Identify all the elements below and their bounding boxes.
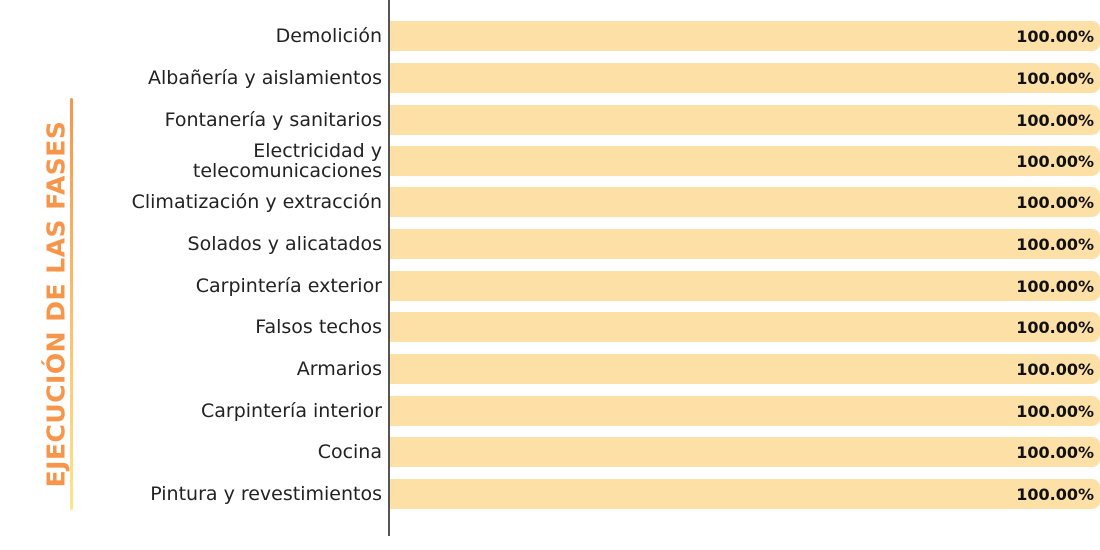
bar: 100.00% <box>390 187 1100 217</box>
chart-side-title-underline <box>70 98 73 510</box>
bar-value-label: 100.00% <box>1016 152 1094 171</box>
bar-value-label: 100.00% <box>1016 485 1094 504</box>
bar: 100.00% <box>390 271 1100 301</box>
bar-row: Albañería y aislamientos 100.00% <box>0 57 1100 99</box>
bar-row: Carpintería interior 100.00% <box>0 390 1100 432</box>
bar: 100.00% <box>390 479 1100 509</box>
category-label: Albañería y aislamientos <box>147 67 382 89</box>
bar: 100.00% <box>390 105 1100 135</box>
bar: 100.00% <box>390 229 1100 259</box>
bar: 100.00% <box>390 354 1100 384</box>
category-label: Carpintería interior <box>200 400 382 422</box>
bar-row: Armarios 100.00% <box>0 348 1100 390</box>
bar-value-label: 100.00% <box>1016 318 1094 337</box>
bar: 100.00% <box>390 146 1100 176</box>
bar-row: Climatización y extracción 100.00% <box>0 181 1100 223</box>
category-label: Armarios <box>296 358 382 380</box>
bar: 100.00% <box>390 396 1100 426</box>
bar-value-label: 100.00% <box>1016 235 1094 254</box>
bar-row: Electricidad y telecomunicaciones 100.00% <box>0 140 1100 182</box>
bar-value-label: 100.00% <box>1016 277 1094 296</box>
category-label: Electricidad y telecomunicaciones <box>192 140 382 182</box>
category-label: Pintura y revestimientos <box>150 483 382 505</box>
chart-side-title: EJECUCIÓN DE LAS FASES <box>40 98 73 510</box>
bar-row: Demolición 100.00% <box>0 15 1100 57</box>
bar: 100.00% <box>390 312 1100 342</box>
category-label: Demolición <box>275 25 382 47</box>
bar: 100.00% <box>390 63 1100 93</box>
bar-row: Solados y alicatados 100.00% <box>0 223 1100 265</box>
bar-value-label: 100.00% <box>1016 111 1094 130</box>
bar-value-label: 100.00% <box>1016 443 1094 462</box>
category-label: Carpintería exterior <box>195 275 382 297</box>
bar-row: Falsos techos 100.00% <box>0 306 1100 348</box>
category-label: Cocina <box>317 441 382 463</box>
bar-value-label: 100.00% <box>1016 193 1094 212</box>
bar-row: Pintura y revestimientos 100.00% <box>0 473 1100 515</box>
bar-row: Cocina 100.00% <box>0 431 1100 473</box>
bar-value-label: 100.00% <box>1016 360 1094 379</box>
bar: 100.00% <box>390 21 1100 51</box>
bar-row: Fontanería y sanitarios 100.00% <box>0 99 1100 141</box>
bar: 100.00% <box>390 437 1100 467</box>
bar-value-label: 100.00% <box>1016 402 1094 421</box>
category-label: Fontanería y sanitarios <box>164 109 382 131</box>
bar-value-label: 100.00% <box>1016 27 1094 46</box>
chart-category-axis <box>388 0 390 536</box>
category-label: Falsos techos <box>255 316 382 338</box>
bar-row: Carpintería exterior 100.00% <box>0 265 1100 307</box>
category-label: Climatización y extracción <box>131 191 382 213</box>
category-label: Solados y alicatados <box>187 233 382 255</box>
bar-value-label: 100.00% <box>1016 69 1094 88</box>
